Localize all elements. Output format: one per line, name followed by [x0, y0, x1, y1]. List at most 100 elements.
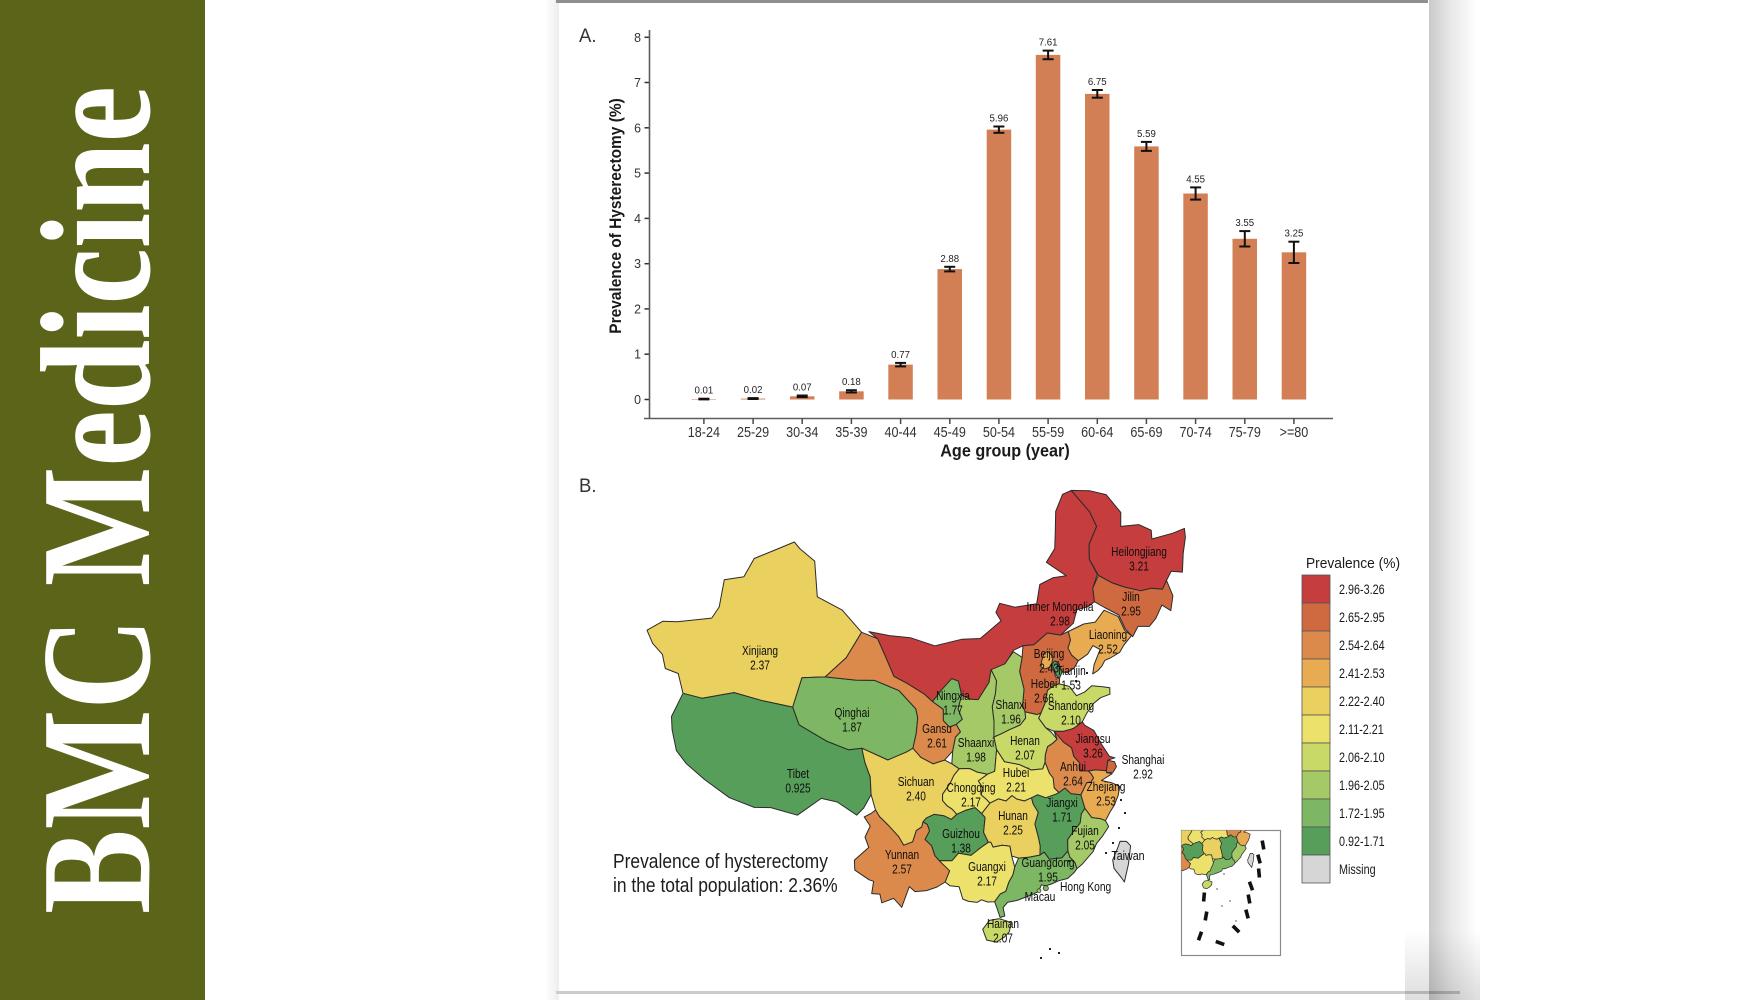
svg-text:6: 6 [634, 121, 641, 135]
svg-text:Shanghai: Shanghai [1122, 753, 1165, 767]
svg-text:Zhejiang: Zhejiang [1087, 780, 1126, 794]
svg-text:Chongqing: Chongqing [947, 781, 996, 795]
svg-text:2.05: 2.05 [1075, 838, 1095, 852]
svg-text:2.52: 2.52 [1098, 642, 1118, 656]
svg-text:3.25: 3.25 [1285, 228, 1304, 239]
svg-text:Shanxi: Shanxi [996, 698, 1027, 712]
svg-text:1.98: 1.98 [966, 750, 986, 764]
svg-text:2.21: 2.21 [1006, 780, 1026, 794]
svg-text:2: 2 [634, 302, 641, 316]
svg-text:2.22-2.40: 2.22-2.40 [1339, 694, 1385, 709]
svg-text:Qinghai: Qinghai [835, 706, 870, 720]
svg-text:B.: B. [579, 476, 596, 498]
svg-text:Taiwan: Taiwan [1111, 848, 1144, 863]
svg-text:2.43: 2.43 [1039, 661, 1059, 675]
svg-text:0.01: 0.01 [695, 385, 714, 396]
svg-text:1.71: 1.71 [1052, 810, 1072, 824]
svg-text:35-39: 35-39 [835, 423, 867, 440]
svg-text:Shandong: Shandong [1048, 699, 1094, 713]
svg-text:2.40: 2.40 [906, 789, 926, 803]
svg-text:0.07: 0.07 [793, 382, 812, 393]
svg-text:0.02: 0.02 [744, 385, 763, 396]
svg-text:3.55: 3.55 [1235, 218, 1254, 229]
svg-text:3.21: 3.21 [1129, 559, 1149, 573]
svg-text:Tibet: Tibet [787, 767, 810, 781]
svg-text:0.925: 0.925 [785, 781, 810, 795]
svg-text:0.77: 0.77 [891, 350, 910, 361]
svg-text:1.95: 1.95 [1038, 870, 1058, 884]
svg-text:5: 5 [634, 166, 641, 180]
svg-text:4.55: 4.55 [1186, 174, 1205, 185]
svg-text:Ningxia: Ningxia [936, 689, 970, 703]
svg-text:2.61: 2.61 [927, 736, 947, 750]
svg-text:Yunnan: Yunnan [885, 848, 919, 862]
svg-text:Guizhou: Guizhou [942, 827, 980, 841]
svg-text:Prevalence (%): Prevalence (%) [1306, 555, 1400, 571]
svg-text:2.41-2.53: 2.41-2.53 [1339, 666, 1385, 681]
svg-text:1.96-2.05: 1.96-2.05 [1339, 778, 1385, 793]
svg-text:Xinjiang: Xinjiang [742, 644, 778, 658]
svg-text:25-29: 25-29 [737, 423, 769, 440]
svg-text:3.26: 3.26 [1083, 746, 1103, 760]
svg-text:8: 8 [634, 30, 641, 44]
svg-text:2.54-2.64: 2.54-2.64 [1339, 638, 1385, 653]
svg-text:1.87: 1.87 [842, 720, 862, 734]
svg-text:2.17: 2.17 [977, 874, 997, 888]
svg-text:BMC Medicine: BMC Medicine [9, 86, 183, 914]
svg-text:3: 3 [634, 257, 641, 271]
svg-text:2.06-2.10: 2.06-2.10 [1339, 750, 1385, 765]
svg-text:45-49: 45-49 [934, 423, 966, 440]
svg-text:A.: A. [579, 26, 596, 48]
svg-text:2.53: 2.53 [1096, 794, 1116, 808]
svg-text:1.72-1.95: 1.72-1.95 [1339, 806, 1385, 821]
svg-text:Macau: Macau [1025, 891, 1056, 904]
svg-text:2.10: 2.10 [1061, 713, 1081, 727]
svg-text:2.25: 2.25 [1003, 823, 1023, 837]
svg-text:Tianjin: Tianjin [1056, 664, 1085, 678]
svg-text:Inner Mongolia: Inner Mongolia [1027, 600, 1094, 614]
svg-text:>=80: >=80 [1280, 423, 1309, 440]
svg-text:2.88: 2.88 [940, 254, 959, 265]
svg-text:2.17: 2.17 [961, 795, 981, 809]
svg-text:in the total population: 2.36%: in the total population: 2.36% [613, 875, 838, 898]
svg-text:7: 7 [634, 76, 641, 90]
svg-text:2.65-2.95: 2.65-2.95 [1339, 610, 1385, 625]
svg-text:Hunan: Hunan [998, 809, 1028, 823]
svg-text:2.07: 2.07 [993, 931, 1013, 945]
svg-text:Anhui: Anhui [1060, 760, 1086, 774]
svg-text:Beijing: Beijing [1034, 647, 1064, 661]
svg-text:50-54: 50-54 [983, 423, 1015, 440]
svg-text:2.57: 2.57 [892, 862, 912, 876]
svg-text:2.96-3.26: 2.96-3.26 [1339, 582, 1385, 597]
svg-text:2.98: 2.98 [1050, 614, 1070, 628]
svg-text:Hong Kong: Hong Kong [1060, 881, 1111, 894]
svg-text:18-24: 18-24 [688, 423, 720, 440]
svg-text:0.18: 0.18 [842, 377, 861, 388]
svg-text:Hainan: Hainan [987, 917, 1019, 931]
svg-text:0.92-1.71: 0.92-1.71 [1339, 834, 1385, 849]
svg-text:Guangxi: Guangxi [968, 860, 1006, 874]
svg-text:Guangdong: Guangdong [1022, 856, 1075, 870]
svg-text:Henan: Henan [1010, 734, 1040, 748]
svg-text:Liaoning: Liaoning [1089, 628, 1127, 642]
svg-text:1: 1 [634, 347, 641, 361]
svg-text:6.75: 6.75 [1088, 77, 1107, 88]
svg-text:2.64: 2.64 [1063, 774, 1083, 788]
svg-text:Sichuan: Sichuan [898, 775, 935, 789]
svg-text:0: 0 [634, 393, 641, 407]
svg-text:Jiangsu: Jiangsu [1076, 732, 1111, 746]
svg-text:Hebei: Hebei [1031, 677, 1057, 691]
svg-text:75-79: 75-79 [1229, 423, 1261, 440]
svg-text:1.38: 1.38 [951, 841, 971, 855]
svg-text:2.92: 2.92 [1133, 767, 1153, 781]
svg-text:4: 4 [634, 212, 641, 226]
svg-text:1.96: 1.96 [1001, 712, 1021, 726]
svg-text:40-44: 40-44 [884, 423, 916, 440]
svg-text:Gansu: Gansu [922, 722, 952, 736]
svg-text:Missing: Missing [1339, 862, 1376, 877]
svg-text:2.07: 2.07 [1015, 748, 1035, 762]
svg-text:30-34: 30-34 [786, 423, 818, 440]
svg-text:Shaanxi: Shaanxi [958, 736, 995, 750]
svg-text:Heilongjiang: Heilongjiang [1111, 545, 1167, 559]
svg-text:Age group (year): Age group (year) [940, 441, 1070, 461]
